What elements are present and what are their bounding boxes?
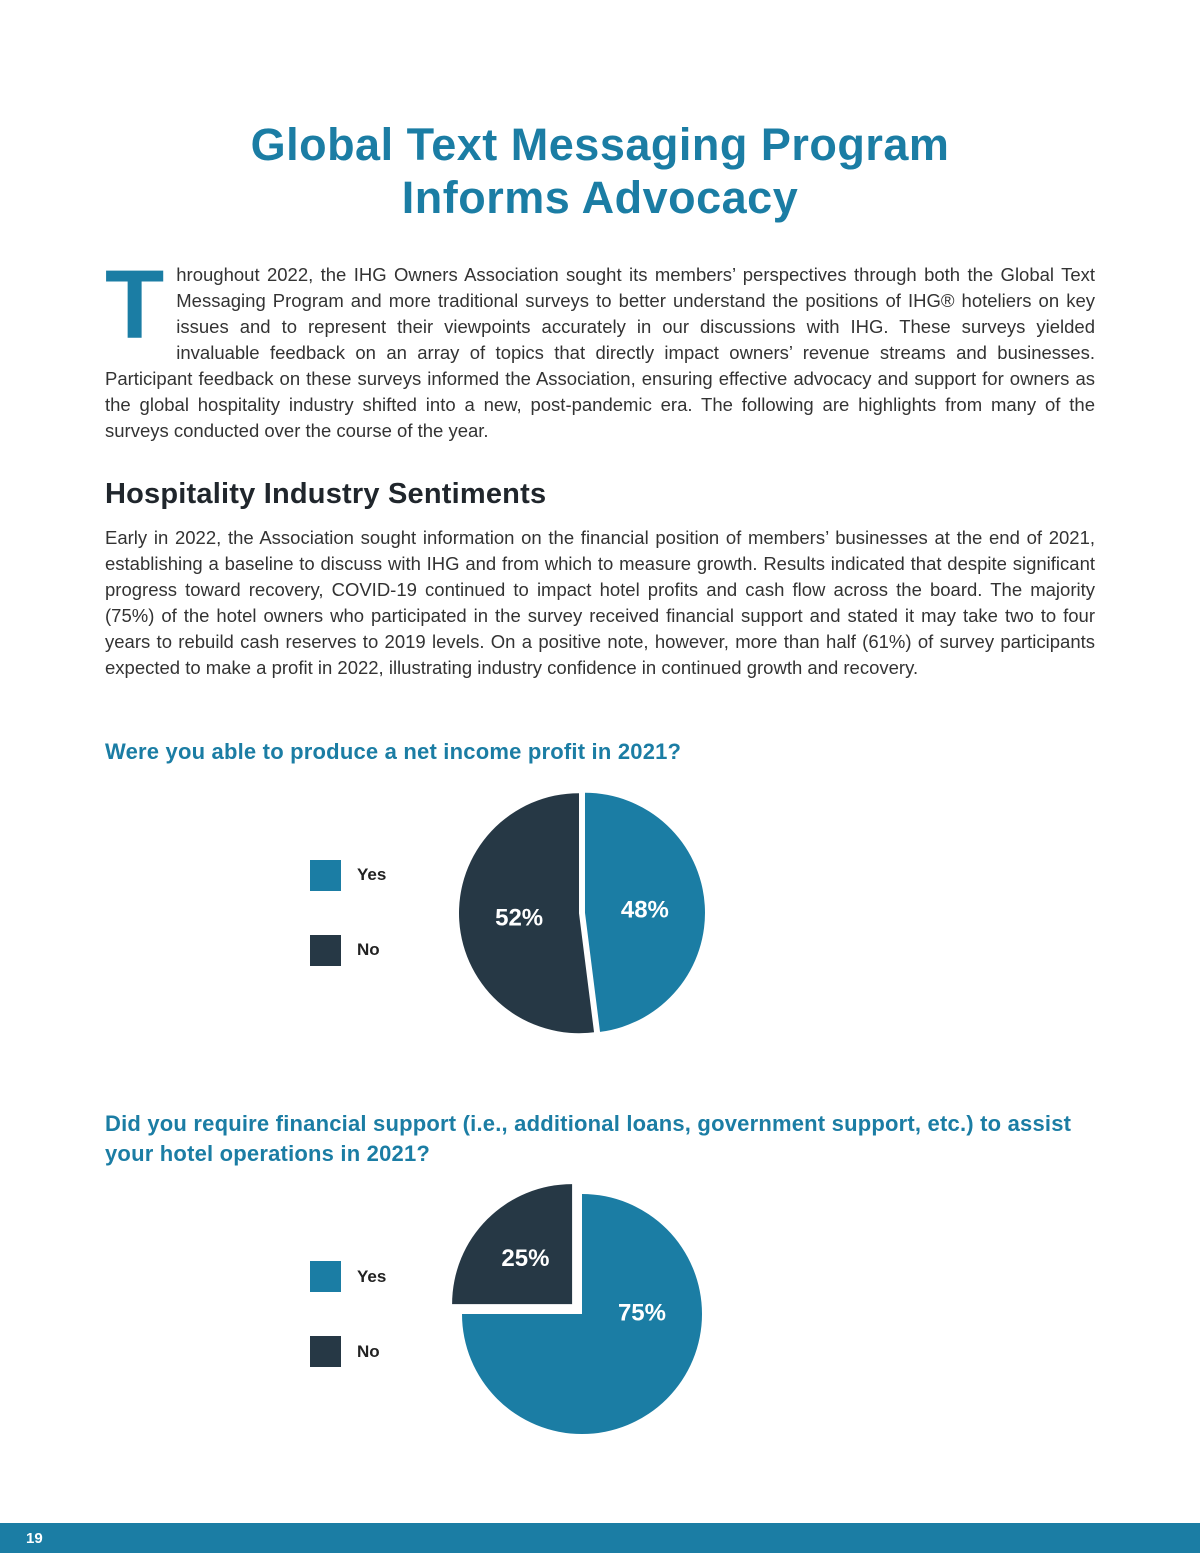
legend-swatch-yes [310, 859, 341, 891]
drop-cap: T [105, 250, 165, 360]
chart-1-legend: Yes No [310, 859, 387, 966]
chart-1-row: Yes No 48% 52% [105, 773, 1095, 1053]
page-number: 19 [26, 1529, 43, 1547]
pie-chart-2: 75% 25% [452, 1184, 703, 1435]
page-title-line2: Informs Advocacy [401, 172, 799, 224]
svg-text:75%: 75% [618, 1300, 666, 1327]
legend-label-yes: Yes [357, 1266, 387, 1286]
legend-item-no: No [310, 1336, 386, 1368]
legend-swatch-no [310, 1336, 341, 1368]
svg-text:52%: 52% [495, 904, 543, 931]
intro-text: hroughout 2022, the IHG Owners Associati… [105, 264, 1095, 442]
svg-text:25%: 25% [502, 1245, 550, 1272]
legend-swatch-yes [310, 1261, 341, 1293]
section-heading: Hospitality Industry Sentiments [105, 478, 547, 511]
chart-2-row: Yes No 75% 25% [105, 1174, 1095, 1454]
legend-item-yes: Yes [310, 859, 387, 891]
chart-2-legend: Yes No [310, 1261, 387, 1368]
legend-item-no: No [310, 934, 386, 966]
legend-label-no: No [357, 940, 380, 960]
page-title-line1: Global Text Messaging Program [250, 119, 950, 170]
chart-section-1: Were you able to produce a net income pr… [105, 737, 1095, 1053]
chart-1-question: Were you able to produce a net income pr… [105, 739, 682, 765]
page-content: T hroughout 2022, the IHG Owners Associa… [105, 250, 1095, 1454]
chart-section-2: Did you require financial support (i.e.,… [105, 1109, 1095, 1454]
legend-item-yes: Yes [310, 1261, 387, 1293]
chart-2-question: Did you require financial support (i.e.,… [105, 1110, 1072, 1166]
legend-label-no: No [357, 1341, 380, 1361]
section-paragraph: Early in 2022, the Association sought in… [105, 527, 1095, 679]
page-title: Global Text Messaging Program Informs Ad… [0, 118, 1200, 224]
legend-swatch-no [310, 934, 341, 966]
pie-chart-1: 48% 52% [459, 792, 706, 1034]
legend-label-yes: Yes [357, 865, 387, 885]
svg-text:48%: 48% [621, 896, 669, 923]
intro-paragraph: T hroughout 2022, the IHG Owners Associa… [105, 250, 1095, 444]
footer-bar: 19 [0, 1523, 1200, 1553]
